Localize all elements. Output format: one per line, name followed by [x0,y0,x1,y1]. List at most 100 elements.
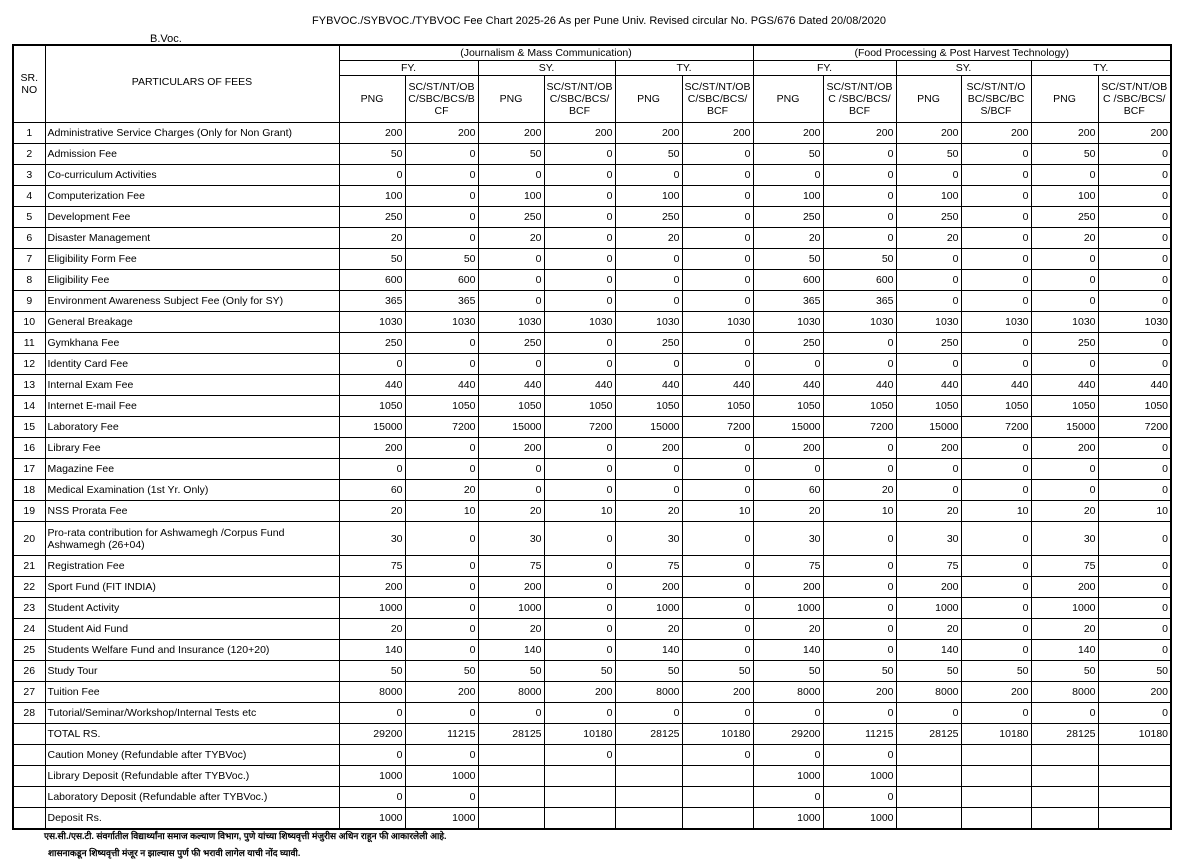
fee-cell: 0 [1097,437,1172,459]
row-particular: TOTAL RS. [44,723,340,745]
fee-cell: 1030 [752,311,824,333]
fee-cell: 50 [752,143,824,165]
fee-cell: 0 [1097,597,1172,619]
fee-cell: 0 [1097,227,1172,249]
table-row: 10 General Breakage 1030 1030 1030 1030 1030 10… [12,311,1172,333]
fee-cell: 365 [822,290,897,312]
fee-cell: 0 [404,521,479,556]
table-row: 4 Computerization Fee 100 0 100 0 100 0 100 0 100 0… [12,185,1172,207]
fee-cell: 0 [543,185,616,207]
fee-cell [895,807,962,830]
fee-cell: 0 [822,437,897,459]
fee-cell: 0 [822,332,897,354]
fee-cell: 200 [614,122,683,144]
row-particular: Student Aid Fund [44,618,340,640]
fee-cell: 0 [752,744,824,766]
fee-cell: 0 [614,353,683,375]
fee-cell: 0 [1097,248,1172,270]
header-category: PNG [1030,75,1099,123]
fee-cell: 100 [895,185,962,207]
fee-cell: 50 [477,143,545,165]
fee-cell: 1000 [822,807,897,830]
fee-cell: 7200 [681,416,754,438]
fee-cell: 8000 [1030,681,1099,703]
fee-cell: 0 [404,597,479,619]
fee-cell: 250 [752,332,824,354]
fee-cell: 7200 [404,416,479,438]
fee-cell: 29200 [752,723,824,745]
fee-cell: 0 [822,143,897,165]
fee-cell: 0 [404,576,479,598]
fee-cell [614,807,683,830]
row-sr: 8 [12,269,46,291]
fee-cell: 600 [404,269,479,291]
fee-cell: 250 [895,332,962,354]
fee-cell: 11215 [822,723,897,745]
fee-cell: 20 [895,618,962,640]
fee-cell [681,807,754,830]
fee-cell: 0 [1030,248,1099,270]
fee-cell: 11215 [404,723,479,745]
row-sr: 7 [12,248,46,270]
fee-cell: 20 [614,618,683,640]
fee-cell: 60 [338,479,406,501]
fee-cell: 1030 [822,311,897,333]
fee-cell: 15000 [614,416,683,438]
fee-cell: 0 [895,290,962,312]
row-sr: 21 [12,555,46,577]
fee-cell [1030,807,1099,830]
fee-cell: 0 [1030,269,1099,291]
fee-cell: 15000 [477,416,545,438]
row-sr: 6 [12,227,46,249]
row-particular: Library Fee [44,437,340,459]
fee-cell: 200 [543,681,616,703]
fee-cell: 20 [338,227,406,249]
fee-cell: 440 [752,374,824,396]
fee-cell: 600 [822,269,897,291]
fee-cell: 0 [960,576,1032,598]
fee-cell: 0 [822,618,897,640]
fee-cell: 0 [960,332,1032,354]
fee-cell: 50 [404,660,479,682]
header-year: TY. [614,60,754,76]
fee-cell: 0 [960,597,1032,619]
fee-cell: 140 [477,639,545,661]
fee-cell: 50 [822,248,897,270]
fee-cell: 0 [404,786,479,808]
fee-cell: 0 [543,269,616,291]
fee-cell: 1050 [822,395,897,417]
fee-cell: 10180 [543,723,616,745]
fee-cell: 0 [338,164,406,186]
fee-cell: 20 [895,500,962,522]
row-particular: Library Deposit (Refundable after TYBVoc… [44,765,340,787]
fee-cell: 0 [404,353,479,375]
fee-cell: 0 [822,521,897,556]
fee-cell: 7200 [543,416,616,438]
fee-cell [960,807,1032,830]
fee-cell: 0 [1097,521,1172,556]
fee-cell: 0 [477,479,545,501]
row-sr: 9 [12,290,46,312]
row-sr: 12 [12,353,46,375]
header-year: SY. [895,60,1032,76]
fee-cell: 0 [895,458,962,480]
fee-cell: 250 [895,206,962,228]
fee-cell: 0 [960,353,1032,375]
fee-cell: 140 [338,639,406,661]
fee-cell: 440 [1030,374,1099,396]
table-row: 8 Eligibility Fee 600 600 0 0 0 0 600 600 0 0 0 0 [12,269,1172,291]
fee-cell: 20 [895,227,962,249]
fee-cell: 0 [404,185,479,207]
header-category: SC/ST/NT/OBC/SBC/BCS/BCF [404,75,479,123]
fee-cell: 200 [752,576,824,598]
fee-cell: 0 [1097,206,1172,228]
fee-cell [477,807,545,830]
row-sr [12,807,46,830]
fee-cell: 0 [614,290,683,312]
fee-cell: 0 [543,353,616,375]
table-row: 12 Identity Card Fee 0 0 0 0 0 0 0 0 0 0 0 0 [12,353,1172,375]
footnote-2: शासनाकडून शिष्यवृत्ती मंजूर न झाल्यास पु… [48,848,301,858]
fee-cell: 0 [822,744,897,766]
row-sr: 15 [12,416,46,438]
fee-cell: 0 [752,353,824,375]
